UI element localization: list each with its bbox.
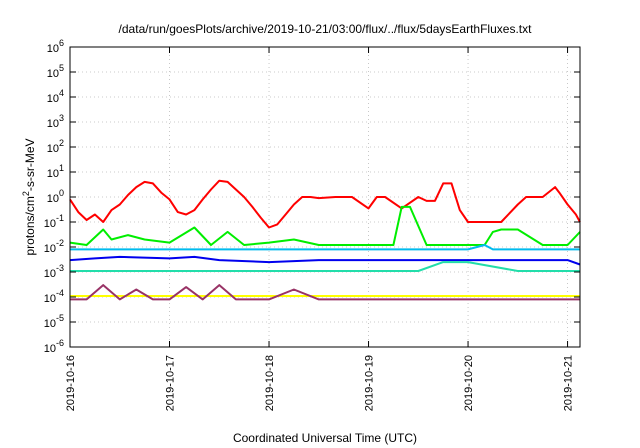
chart-title: /data/run/goesPlots/archive/2019-10-21/0… xyxy=(119,22,533,36)
x-tick-label: 2019-10-16 xyxy=(65,355,77,411)
x-tick-label: 2019-10-18 xyxy=(264,355,276,411)
y-axis: 10-6 10-5 10-4 10-3 10-2 10-1 100 101 102 103 104 1… xyxy=(44,38,580,355)
y-tick-label: 10-3 xyxy=(44,263,64,280)
y-tick-label: 106 xyxy=(47,38,64,55)
x-axis-label: Coordinated Universal Time (UTC) xyxy=(233,431,417,445)
y-axis-label-base: protons/cm xyxy=(23,196,37,255)
x-tick-label: 2019-10-20 xyxy=(463,355,475,411)
y-tick-label: 10-4 xyxy=(44,288,64,305)
y-tick-label: 105 xyxy=(47,63,64,80)
series-line-4 xyxy=(69,255,581,266)
x-tick-label: 2019-10-21 xyxy=(563,355,575,411)
y-tick-label: 10-2 xyxy=(44,238,64,255)
series-line-3 xyxy=(70,244,580,251)
y-tick-label: 101 xyxy=(47,163,64,180)
series-line-5 xyxy=(70,261,580,272)
x-tick-label: 2019-10-17 xyxy=(165,355,177,411)
y-axis-label-rest: -s-sr-MeV xyxy=(23,138,37,191)
y-axis-label: protons/cm2-s-sr-MeV xyxy=(21,138,37,255)
x-tick-label: 2019-10-19 xyxy=(364,355,376,411)
series-line-2 xyxy=(69,205,581,246)
series-line-7 xyxy=(70,284,580,301)
series-line-1 xyxy=(69,179,581,229)
y-tick-label: 100 xyxy=(47,188,64,205)
y-tick-label: 10-5 xyxy=(44,313,64,330)
y-tick-label: 102 xyxy=(47,138,64,155)
y-tick-label: 104 xyxy=(47,88,64,105)
y-tick-label: 103 xyxy=(47,113,64,130)
series-layer xyxy=(69,179,581,301)
y-tick-label: 10-6 xyxy=(44,338,64,355)
x-axis: 2019-10-16 2019-10-17 2019-10-18 2019-10-19… xyxy=(65,47,575,411)
y-tick-label: 10-1 xyxy=(44,213,64,230)
y-axis-label-sup: 2 xyxy=(21,191,31,196)
